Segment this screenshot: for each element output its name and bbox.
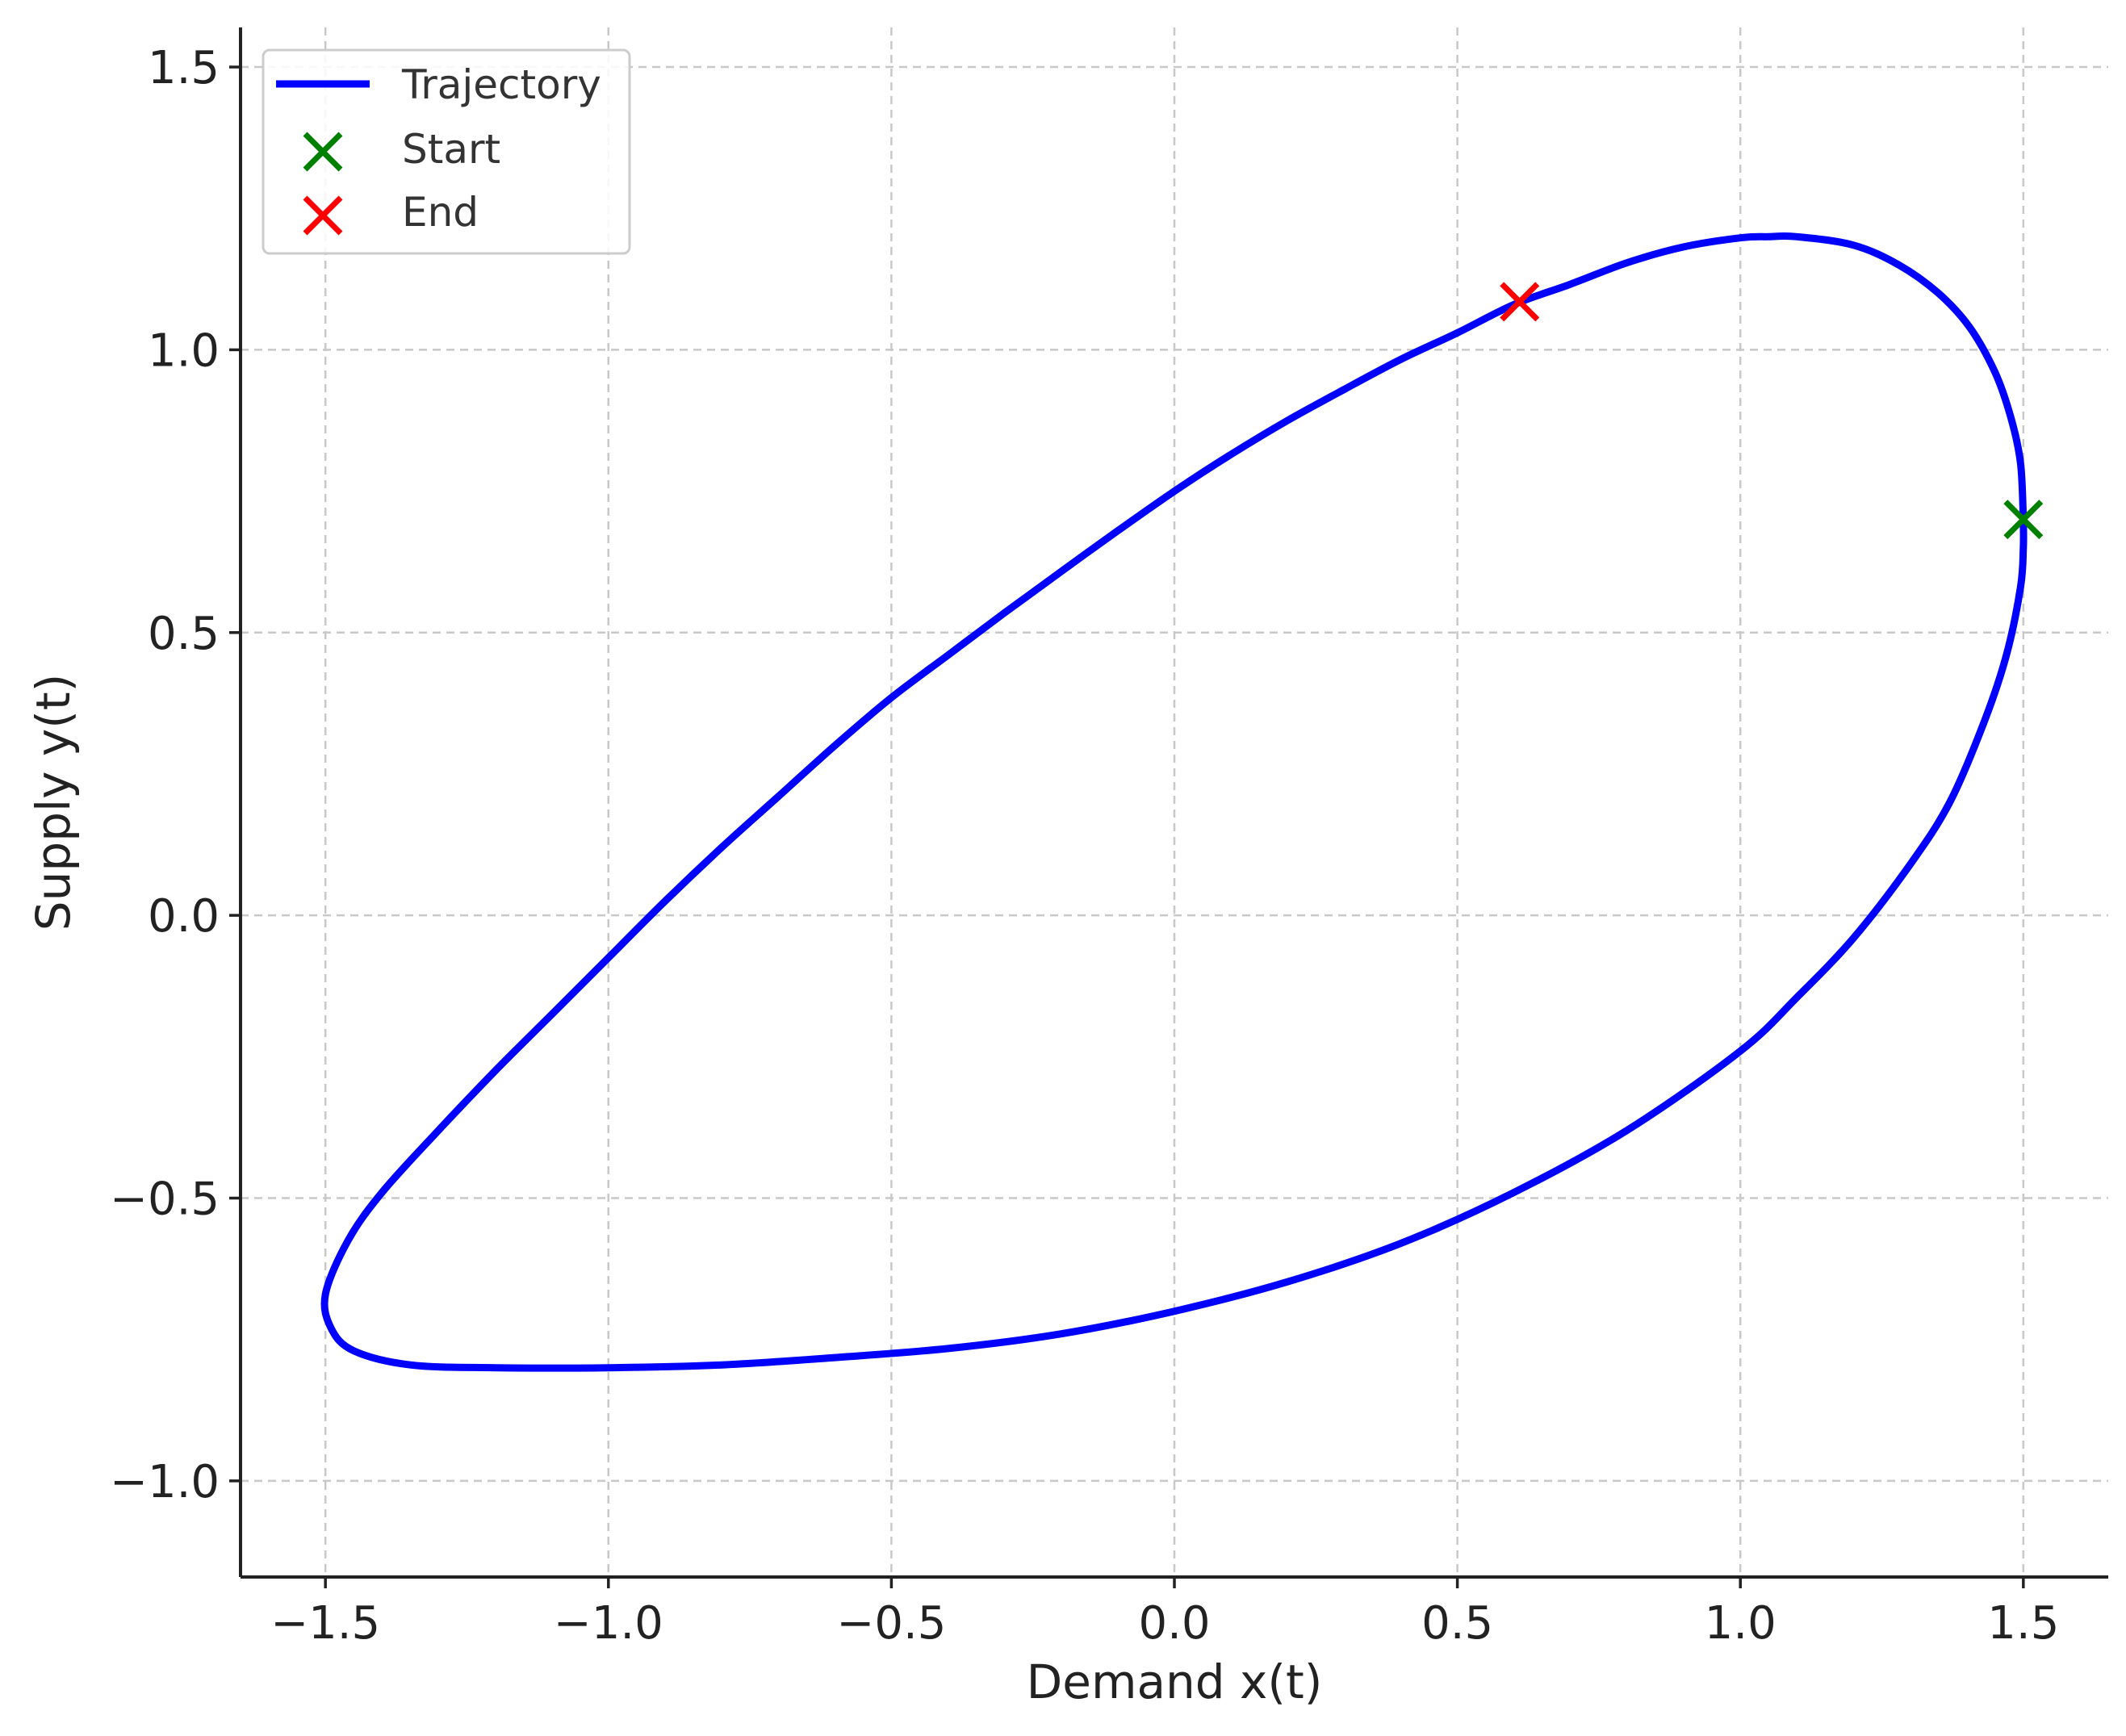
- grid: [241, 27, 2108, 1577]
- x-axis-ticks: −1.5 −1.0 −0.5 0.0 0.5 1.0 1.5: [270, 1577, 2059, 1650]
- trajectory-line: [320, 232, 2028, 1372]
- legend-start-x-icon: [303, 132, 343, 172]
- legend-label-end: End: [402, 189, 479, 236]
- y-tick-label: 0.0: [148, 890, 220, 943]
- legend-label-trajectory: Trajectory: [401, 61, 601, 108]
- y-tick-label: −0.5: [110, 1173, 220, 1226]
- legend: Trajectory Start End: [262, 48, 631, 255]
- start-marker: [2003, 500, 2044, 540]
- y-tick-label: 1.0: [148, 324, 220, 377]
- x-tick-label: 1.5: [1987, 1597, 2059, 1650]
- y-axis-label: Supply y(t): [26, 674, 81, 931]
- end-marker: [1500, 282, 1540, 322]
- legend-end-swatch: [303, 195, 343, 236]
- legend-label-start: Start: [402, 126, 500, 173]
- x-tick-label: −0.5: [836, 1597, 946, 1650]
- y-tick-label: −1.0: [110, 1456, 220, 1508]
- y-tick-label: 1.5: [148, 42, 220, 94]
- legend-box: [262, 48, 631, 255]
- markers: [1500, 282, 2044, 540]
- plot-area: [320, 232, 2028, 1372]
- legend-start-swatch: [303, 132, 343, 172]
- x-tick-label: 0.0: [1138, 1597, 1210, 1650]
- x-tick-label: 0.5: [1421, 1597, 1493, 1650]
- legend-end-x-icon: [303, 195, 343, 236]
- x-tick-label: −1.0: [554, 1597, 663, 1650]
- y-tick-label: 0.5: [148, 608, 220, 660]
- x-tick-label: 1.0: [1705, 1597, 1777, 1650]
- x-tick-label: −1.5: [270, 1597, 380, 1650]
- x-axis-label: Demand x(t): [1027, 1654, 1323, 1709]
- y-axis-ticks: −1.0 −0.5 0.0 0.5 1.0 1.5: [110, 42, 241, 1508]
